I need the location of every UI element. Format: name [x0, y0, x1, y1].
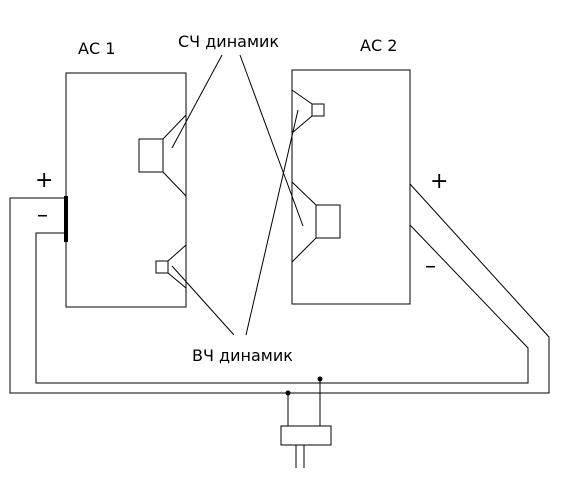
cabinet-1-midrange-driver [138, 114, 187, 197]
polarity-minus-right: – [425, 254, 436, 279]
speaker-1-label: АС 1 [78, 39, 115, 58]
cabinet-1-tweeter [155, 244, 187, 289]
speaker-wiring [9, 183, 550, 468]
label-leader-lines [171, 54, 304, 336]
polarity-minus-left: – [37, 203, 48, 228]
speaker-cabinet-2 [291, 69, 411, 305]
tweeter-label: ВЧ динамик [192, 346, 293, 365]
cabinet-1-terminal [64, 196, 68, 242]
polarity-plus-right: + [430, 169, 448, 194]
polarity-plus-left: + [35, 168, 53, 193]
speaker-cabinet-1 [64, 72, 187, 308]
speaker-2-label: АС 2 [360, 36, 397, 55]
midrange-label: СЧ динамик [178, 32, 279, 51]
connector-plug [280, 425, 332, 446]
cabinet-2-midrange-driver [291, 181, 341, 263]
cabinet-2-body [291, 69, 411, 305]
cabinet-2-tweeter [291, 89, 325, 134]
